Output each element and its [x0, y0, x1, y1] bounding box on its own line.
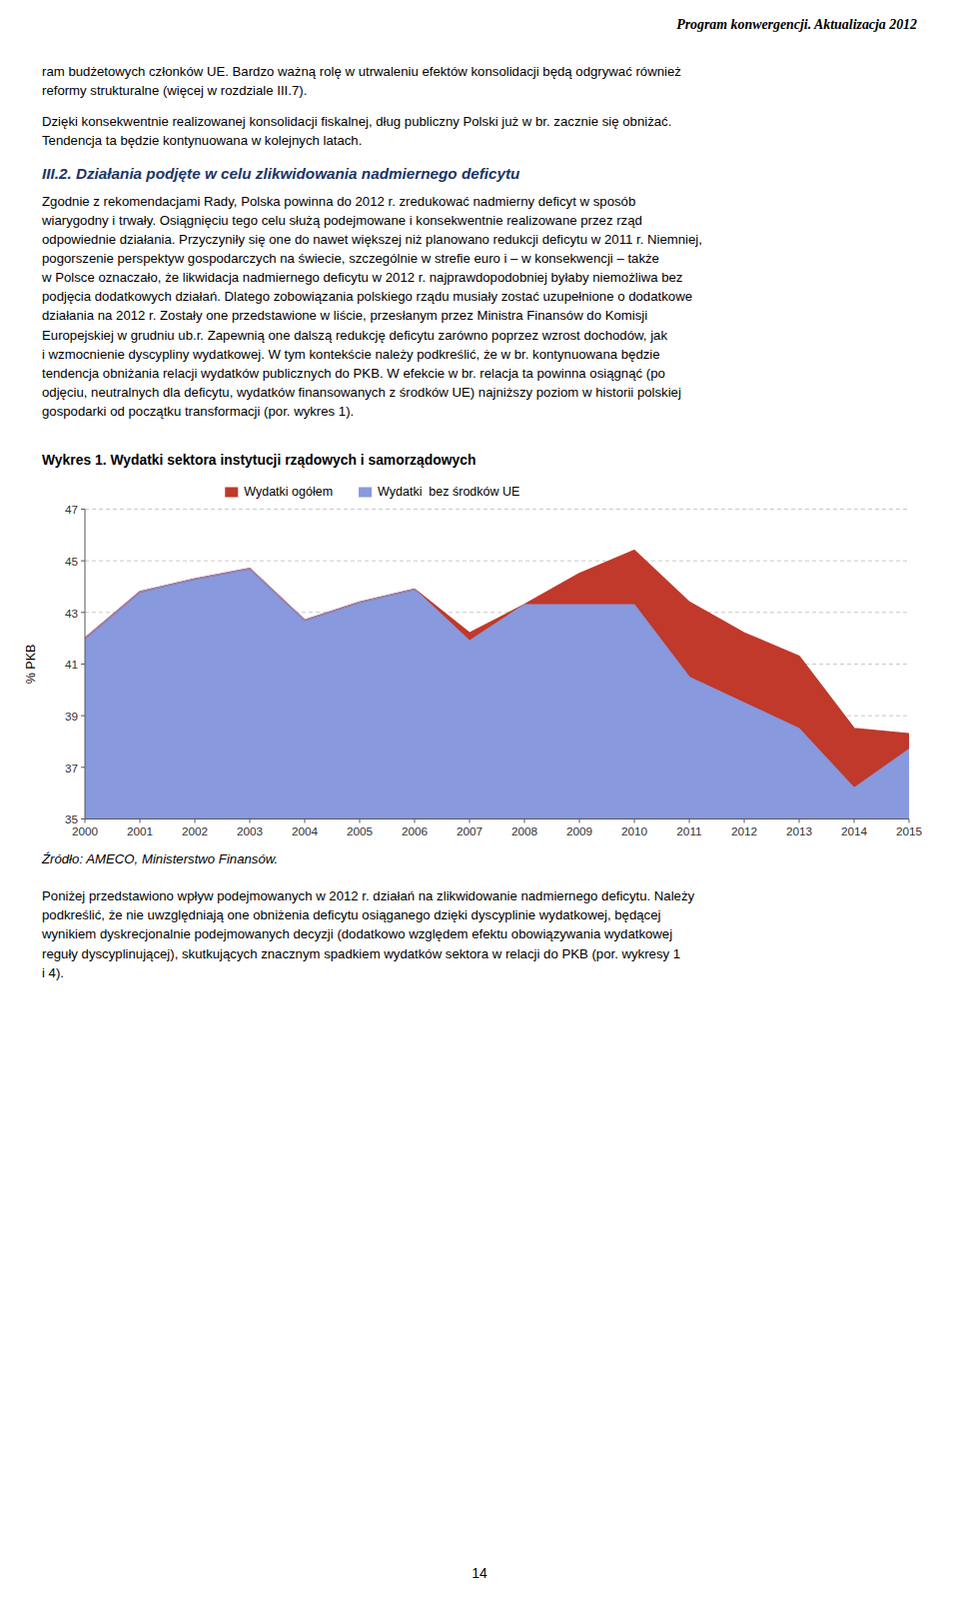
x-tick: [689, 818, 691, 823]
x-tick: [414, 818, 416, 823]
x-tick-label: 2015: [896, 824, 924, 839]
page: Program konwergencji. Aktualizacja 2012 r…: [0, 0, 959, 1600]
x-tick: [799, 818, 801, 823]
paragraph-line: i wzmocnienie dyscypliny wydatkowej. W t…: [41, 346, 661, 362]
paragraph-line: Europejskiej w grudniu ub.r. Zapewnią on…: [41, 327, 668, 343]
grid-line: [84, 508, 910, 510]
source-note: Źródło: AMECO, Ministerstwo Finansów.: [40, 851, 278, 867]
legend-label: Wydatki ogółem: [243, 484, 333, 499]
y-tick-label: 47: [64, 502, 78, 517]
y-tick: [80, 715, 85, 717]
x-tick-label: 2011: [676, 824, 702, 839]
x-tick-label: 2010: [621, 824, 649, 839]
y-tick: [80, 766, 85, 768]
legend-swatch: [224, 486, 238, 497]
grid-line: [84, 560, 910, 562]
paragraph-line: tendencja obniżania relacji wydatków pub…: [41, 365, 666, 381]
paragraph-line: Tendencja ta będzie kontynuowana w kolej…: [41, 132, 362, 148]
x-tick-label: 2014: [841, 824, 869, 839]
paragraph-line: działania na 2012 r. Zostały one przedst…: [41, 307, 648, 323]
legend-swatch: [358, 486, 372, 497]
area: [84, 550, 910, 820]
paragraph-line: odjęciu, neutralnych dla deficytu, wydat…: [41, 384, 682, 400]
paragraph-line: odpowiednie działania. Przyczyniły się o…: [41, 231, 703, 247]
x-tick: [469, 818, 471, 823]
paragraph-line: w Polsce oznaczało, że likwidacja nadmie…: [40, 269, 683, 285]
y-tick-label: 41: [64, 657, 78, 672]
paragraph-line: reformy strukturalne (więcej w rozdziale…: [41, 82, 307, 98]
paragraph-line: pogorszenie perspektyw gospodarczych na …: [41, 250, 660, 266]
y-tick: [80, 560, 85, 562]
paragraph-line: podkreślić, że nie uwzględniają one obni…: [41, 907, 662, 923]
x-tick-label: 2005: [346, 824, 374, 839]
y-tick: [80, 611, 85, 613]
x-tick-label: 2004: [291, 824, 319, 839]
y-tick-label: 45: [64, 554, 79, 569]
x-tick: [139, 818, 141, 823]
x-tick: [744, 818, 746, 823]
x-tick-label: 2003: [236, 824, 264, 839]
x-tick: [249, 818, 251, 823]
line: [84, 568, 910, 789]
area: [84, 568, 910, 820]
paragraph-line: wynikiem dyskrecjonalnie podejmowanych d…: [40, 926, 673, 942]
y-tick-label: 43: [64, 606, 79, 621]
x-tick: [304, 818, 306, 823]
x-tick-label: 2000: [71, 824, 99, 839]
page-number: 14: [471, 1564, 488, 1581]
legend: Wydatki ogółem Wydatki bez środków UE: [224, 484, 520, 499]
x-tick: [194, 818, 196, 823]
x-tick-label: 2007: [456, 824, 483, 839]
legend-label: Wydatki bez środków UE: [377, 484, 520, 499]
paragraph-line: podjęcia dodatkowych działań. Dlatego zo…: [41, 288, 693, 304]
chart-title: Wykres 1. Wydatki sektora instytucji rzą…: [41, 451, 476, 468]
x-tick-label: 2009: [566, 824, 593, 839]
y-tick: [80, 663, 85, 665]
y-axis-label: % PKB: [23, 644, 38, 685]
x-tick-label: 2002: [181, 824, 208, 839]
x-tick-label: 2013: [786, 824, 814, 839]
y-tick: [80, 818, 85, 820]
chart: 3537394143454720002001200220032004200520…: [23, 484, 924, 839]
paragraph-line: Zgodnie z rekomendacjami Rady, Polska po…: [41, 193, 636, 209]
y-tick-label: 39: [64, 709, 78, 724]
x-axis-line: [84, 818, 910, 820]
x-tick-label: 2001: [126, 824, 153, 839]
paragraph-line: gospodarki od początku transformacji (po…: [41, 403, 354, 419]
x-tick: [84, 818, 86, 823]
x-tick: [634, 818, 636, 823]
y-tick: [80, 508, 85, 510]
x-tick: [854, 818, 856, 823]
x-tick: [579, 818, 581, 823]
line: [84, 550, 910, 734]
x-tick-label: 2006: [401, 824, 429, 839]
axes: 3537394143454720002001200220032004200520…: [23, 502, 924, 839]
paragraph-line: wiarygodny i trwały. Osiągnięciu tego ce…: [40, 212, 643, 228]
plot-data: [84, 550, 910, 820]
x-tick: [909, 818, 911, 823]
y-tick-label: 37: [64, 761, 78, 776]
paragraph-line: Dzięki konsekwentnie realizowanej konsol…: [41, 113, 672, 129]
paragraph-line: reguły dyscyplinującej), skutkujących zn…: [41, 946, 681, 961]
paragraph-line: ram budżetowych członków UE. Bardzo ważn…: [41, 63, 682, 79]
x-tick: [359, 818, 361, 823]
x-tick: [524, 818, 526, 823]
x-tick-label: 2012: [731, 824, 758, 839]
paragraph-line: i 4).: [41, 964, 64, 980]
paragraph-line: Poniżej przedstawiono wpływ podejmowanyc…: [41, 888, 696, 904]
section-title: III.2. Działania podjęte w celu zlikwido…: [41, 164, 521, 182]
x-tick-label: 2008: [511, 824, 539, 839]
header: Program konwergencji. Aktualizacja 2012: [676, 16, 918, 32]
